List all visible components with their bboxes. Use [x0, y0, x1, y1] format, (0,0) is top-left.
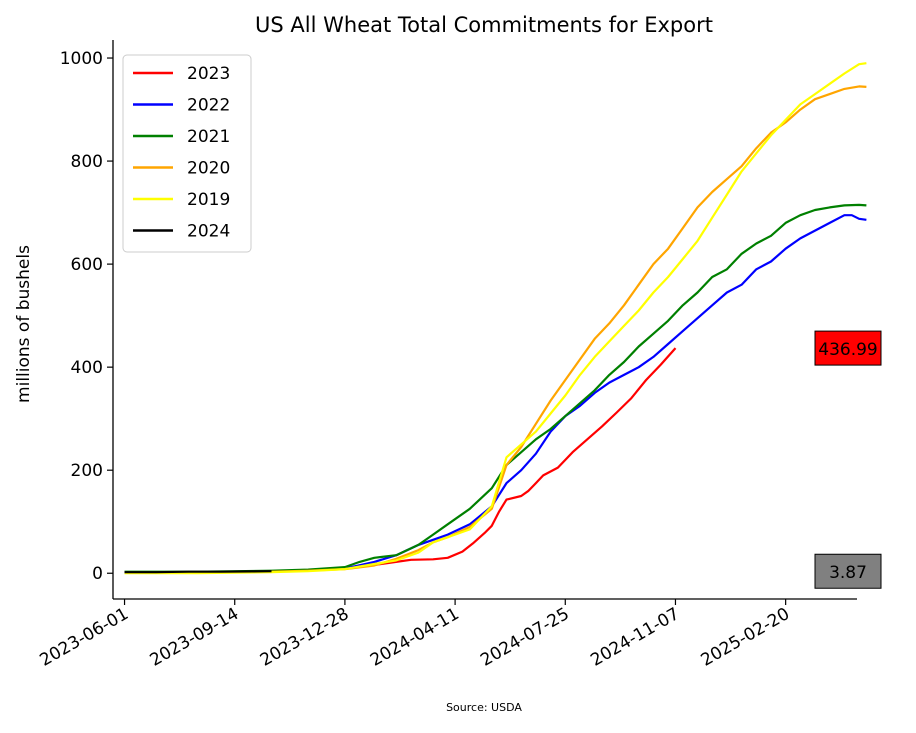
x-tick-label: 2025-02-20 — [698, 604, 794, 671]
value-annotation-box — [814, 330, 882, 366]
y-tick-label: 0 — [92, 564, 103, 584]
legend-label-2021: 2021 — [187, 127, 230, 147]
legend-label-2022: 2022 — [187, 96, 230, 116]
legend-label-2023: 2023 — [187, 64, 230, 84]
y-axis-label: millions of bushels — [14, 245, 34, 403]
y-tick-label: 600 — [71, 255, 103, 275]
value-annotation-label: 3.87 — [829, 563, 867, 583]
x-tick-label: 2023-09-14 — [147, 604, 243, 671]
x-tick-label: 2024-04-11 — [367, 604, 463, 671]
x-tick-label: 2023-12-28 — [257, 604, 353, 671]
annotation-layer: 436.99 3.87 — [814, 330, 882, 589]
legend: 2023 2022 2021 2020 2019 2024 — [122, 54, 252, 253]
series-line-2024 — [124, 570, 272, 574]
series-layer — [124, 62, 867, 575]
y-tick-label: 800 — [71, 152, 103, 172]
legend-label-2020: 2020 — [187, 159, 230, 179]
y-tick-label: 1000 — [60, 49, 103, 69]
value-annotation-label: 436.99 — [818, 340, 877, 360]
legend-label-2024: 2024 — [187, 222, 230, 242]
y-tick-label: 400 — [71, 358, 103, 378]
series-line-2023 — [124, 347, 677, 574]
legend-label-2019: 2019 — [187, 190, 230, 210]
x-tick-label: 2024-11-07 — [587, 604, 683, 671]
series-line-2020 — [124, 85, 867, 574]
chart-title: US All Wheat Total Commitments for Expor… — [255, 13, 713, 37]
series-line-2021 — [124, 203, 867, 573]
series-line-2019 — [124, 62, 867, 575]
x-tick-label: 2023-06-01 — [36, 604, 132, 671]
y-tick-label: 200 — [71, 461, 103, 481]
axes-layer — [112, 40, 857, 600]
value-annotation-box — [814, 553, 882, 589]
source-note: Source: USDA — [446, 701, 522, 714]
x-tick-label: 2024-07-25 — [477, 604, 573, 671]
